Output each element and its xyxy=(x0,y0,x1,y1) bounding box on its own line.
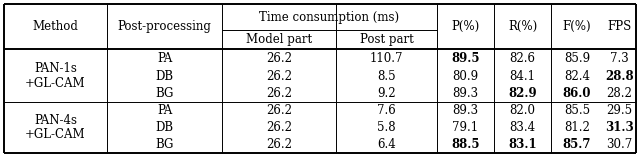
Text: 30.7: 30.7 xyxy=(606,138,632,151)
Text: 26.2: 26.2 xyxy=(266,87,292,100)
Text: FPS: FPS xyxy=(607,20,632,33)
Text: 82.6: 82.6 xyxy=(509,52,536,65)
Text: 28.8: 28.8 xyxy=(605,70,634,83)
Text: 110.7: 110.7 xyxy=(370,52,403,65)
Text: F(%): F(%) xyxy=(563,20,591,33)
Text: 81.2: 81.2 xyxy=(564,121,590,134)
Text: 26.2: 26.2 xyxy=(266,104,292,117)
Text: 85.5: 85.5 xyxy=(564,104,590,117)
Text: 89.3: 89.3 xyxy=(452,87,479,100)
Text: 26.2: 26.2 xyxy=(266,121,292,134)
Text: 86.0: 86.0 xyxy=(563,87,591,100)
Text: PAN-4s
+GL-CAM: PAN-4s +GL-CAM xyxy=(25,114,86,142)
Text: 83.4: 83.4 xyxy=(509,121,536,134)
Text: Time consumption (ms): Time consumption (ms) xyxy=(259,10,399,24)
Text: 7.6: 7.6 xyxy=(377,104,396,117)
Text: 26.2: 26.2 xyxy=(266,138,292,151)
Text: 29.5: 29.5 xyxy=(607,104,632,117)
Text: 89.5: 89.5 xyxy=(451,52,480,65)
Text: 82.0: 82.0 xyxy=(509,104,536,117)
Text: PA: PA xyxy=(157,104,172,117)
Text: 79.1: 79.1 xyxy=(452,121,479,134)
Text: 85.9: 85.9 xyxy=(564,52,590,65)
Text: 80.9: 80.9 xyxy=(452,70,479,83)
Text: Post-processing: Post-processing xyxy=(118,20,211,33)
Text: 84.1: 84.1 xyxy=(509,70,536,83)
Text: PAN-1s
+GL-CAM: PAN-1s +GL-CAM xyxy=(25,62,86,90)
Text: 31.3: 31.3 xyxy=(605,121,634,134)
Text: P(%): P(%) xyxy=(451,20,479,33)
Text: Method: Method xyxy=(33,20,79,33)
Text: DB: DB xyxy=(156,121,173,134)
Text: 9.2: 9.2 xyxy=(377,87,396,100)
Text: 8.5: 8.5 xyxy=(377,70,396,83)
Text: BG: BG xyxy=(156,87,173,100)
Text: 82.4: 82.4 xyxy=(564,70,590,83)
Text: 7.3: 7.3 xyxy=(610,52,629,65)
Text: R(%): R(%) xyxy=(508,20,537,33)
Text: 28.2: 28.2 xyxy=(607,87,632,100)
Text: 82.9: 82.9 xyxy=(508,87,537,100)
Text: PA: PA xyxy=(157,52,172,65)
Text: DB: DB xyxy=(156,70,173,83)
Text: Post part: Post part xyxy=(360,33,413,46)
Text: 89.3: 89.3 xyxy=(452,104,479,117)
Text: 83.1: 83.1 xyxy=(508,138,537,151)
Text: 26.2: 26.2 xyxy=(266,52,292,65)
Text: 26.2: 26.2 xyxy=(266,70,292,83)
Text: 5.8: 5.8 xyxy=(377,121,396,134)
Text: 6.4: 6.4 xyxy=(377,138,396,151)
Text: 88.5: 88.5 xyxy=(451,138,480,151)
Text: 85.7: 85.7 xyxy=(563,138,591,151)
Text: Model part: Model part xyxy=(246,33,312,46)
Text: BG: BG xyxy=(156,138,173,151)
